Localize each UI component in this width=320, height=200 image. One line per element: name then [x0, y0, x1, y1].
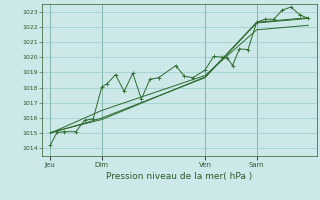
X-axis label: Pression niveau de la mer( hPa ): Pression niveau de la mer( hPa ) — [106, 172, 252, 181]
